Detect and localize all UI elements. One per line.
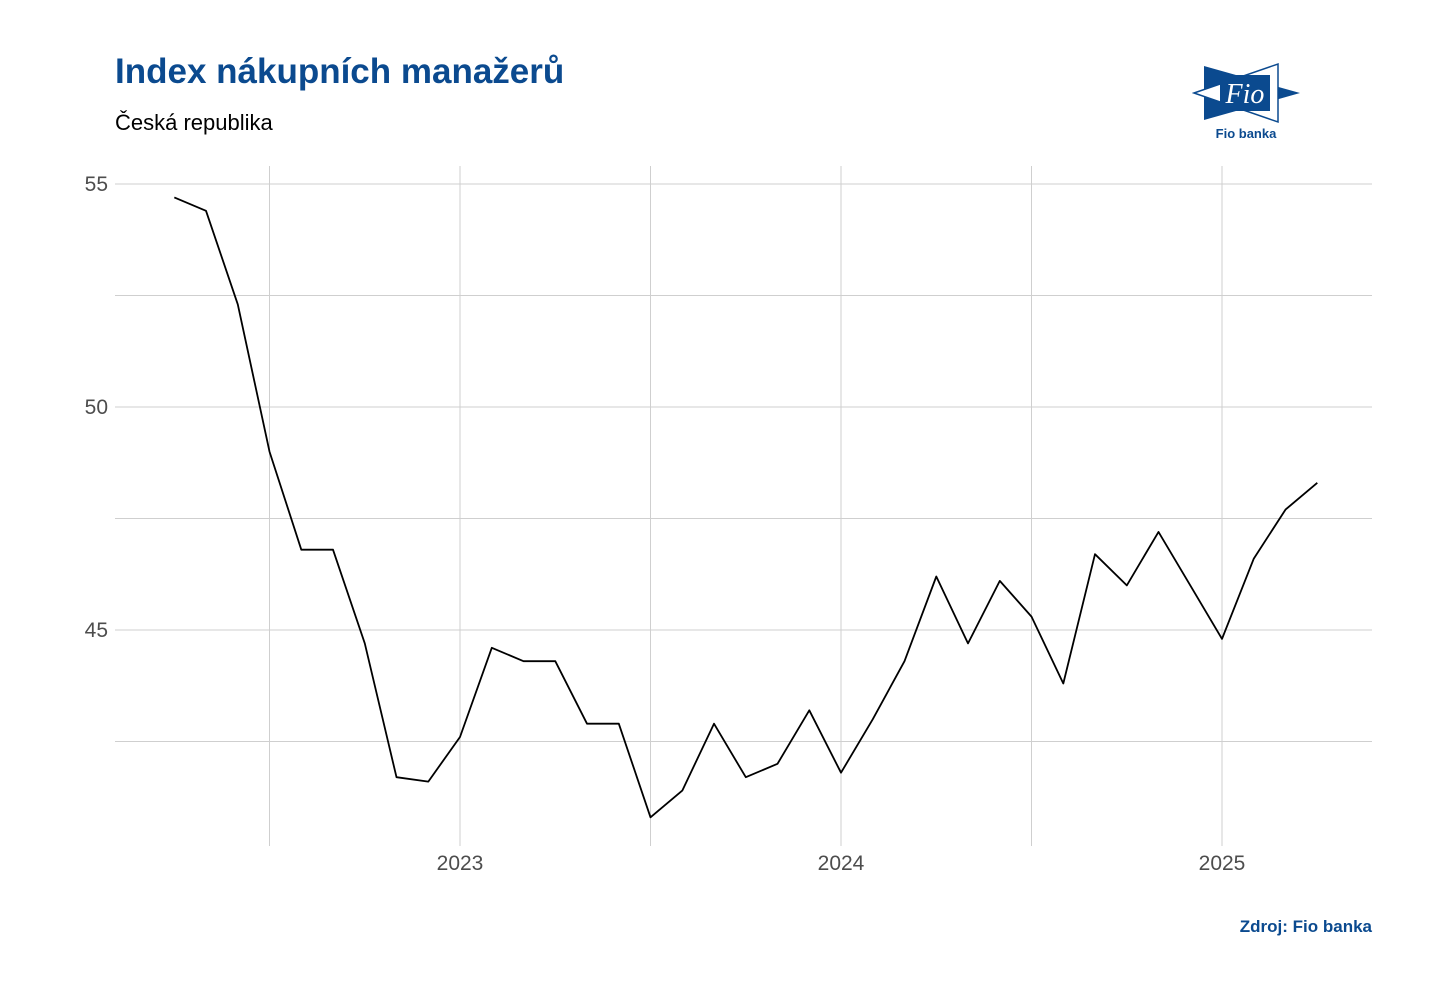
fio-banka-logo: Fio Fio banka [1191, 60, 1304, 144]
chart-grid [115, 166, 1372, 846]
x-axis-ticks: 2023 2024 2025 [437, 852, 1246, 875]
y-tick-label: 45 [85, 619, 108, 642]
chart-title: Index nákupních manažerů [115, 52, 565, 91]
fio-flag-icon: Fio Fio banka [1191, 62, 1300, 141]
logo-text-panel [1220, 75, 1270, 111]
logo-mark: Fio [1225, 79, 1265, 110]
y-tick-label: 50 [85, 396, 108, 419]
source-note: Zdroj: Fio banka [1239, 917, 1372, 936]
chart-subtitle: Česká republika [115, 110, 273, 135]
x-tick-label: 2023 [437, 852, 484, 875]
chart-series [173, 196, 1318, 819]
pmi-series-line [173, 196, 1318, 819]
x-tick-label: 2024 [818, 852, 865, 875]
x-tick-label: 2025 [1199, 852, 1246, 875]
logo-name: Fio banka [1216, 126, 1277, 141]
y-tick-label: 55 [85, 173, 108, 196]
y-axis-ticks: 45 50 55 [85, 173, 108, 642]
